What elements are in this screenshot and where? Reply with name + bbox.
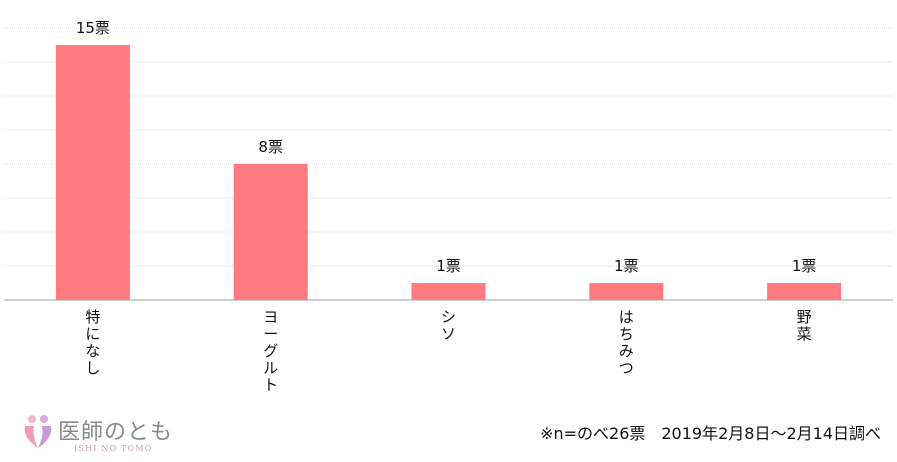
logo-name: 医師のとも (58, 420, 174, 445)
survey-footnote: ※n=のべ26票 2019年2月8日～2月14日調べ (540, 424, 881, 443)
bar-4 (589, 283, 664, 300)
bar-2 (233, 164, 308, 300)
logo-romaji: ISHI NO TOMO (74, 444, 153, 453)
data-label: 8票 (258, 138, 283, 156)
data-label: 1票 (436, 257, 461, 275)
bar-3 (411, 283, 486, 300)
data-label: 15票 (76, 19, 110, 37)
bar-1 (55, 45, 130, 300)
data-label: 1票 (792, 257, 817, 275)
data-label: 1票 (614, 257, 639, 275)
heart-people-icon (24, 415, 52, 448)
ishi-no-tomo-logo: 医師のとも ISHI NO TOMO (22, 408, 172, 460)
category-label: シソ (441, 308, 456, 343)
category-label: ヨーグルト (263, 308, 278, 394)
category-label: はちみつ (619, 308, 634, 377)
category-label: 特になし (85, 308, 100, 377)
bar-5 (767, 283, 842, 300)
category-label: 野菜 (797, 308, 812, 343)
